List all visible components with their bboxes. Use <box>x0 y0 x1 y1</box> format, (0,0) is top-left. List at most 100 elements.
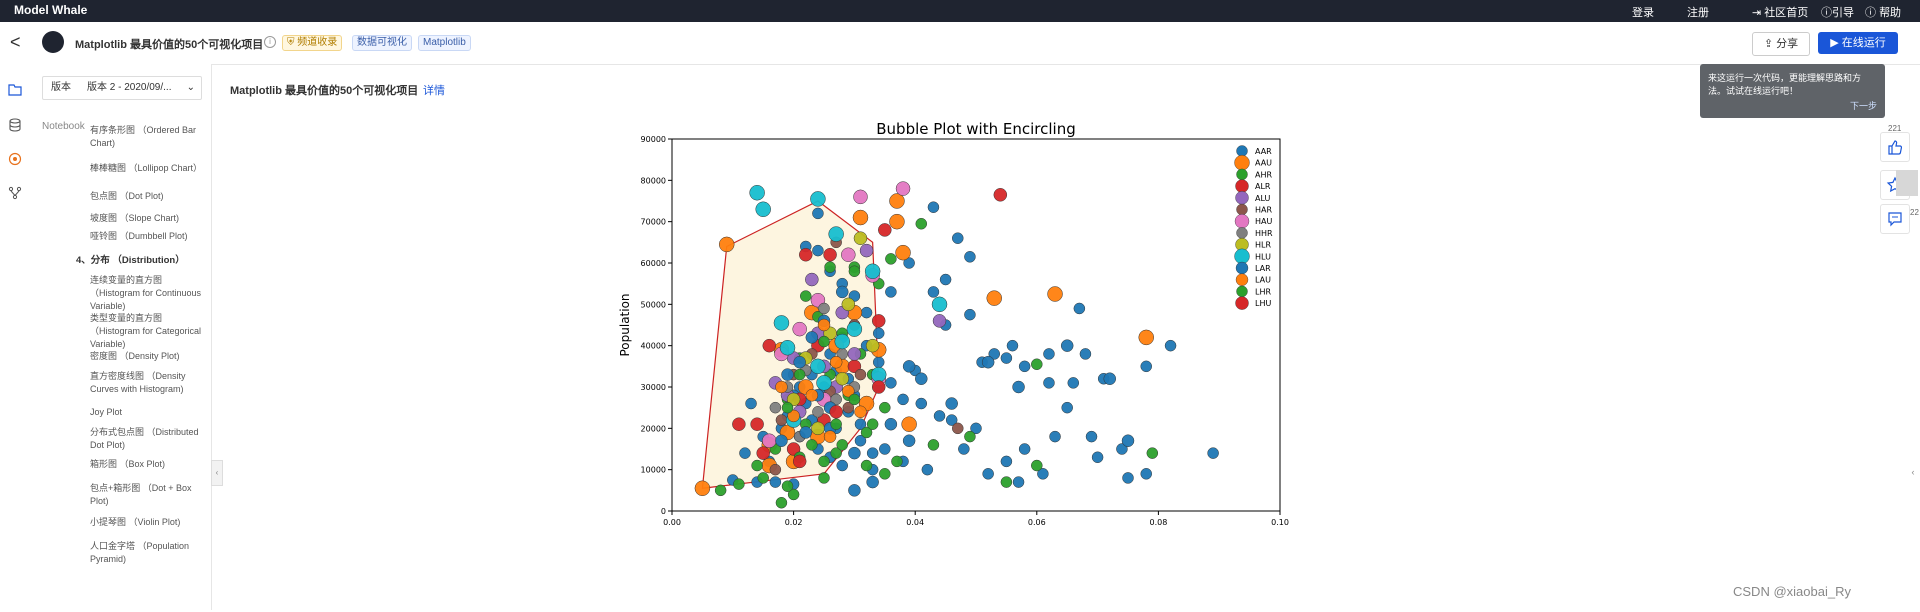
bubble-lau <box>817 318 831 332</box>
bubble-ahr <box>830 447 842 459</box>
toc-item[interactable]: 密度图 （Density Plot) <box>90 351 180 361</box>
target-icon[interactable] <box>8 152 22 166</box>
bubble-har <box>769 463 782 476</box>
avatar[interactable] <box>42 31 64 53</box>
bubble-aar <box>872 327 885 340</box>
bubble-lhu <box>799 247 813 262</box>
bubble-lar <box>848 484 861 497</box>
bubble-alr <box>871 314 886 328</box>
bubble-aar <box>1140 468 1152 480</box>
notebook-sidebar: 版本 版本 2 - 2020/09/... ⌄ Notebook 有序条形图 （… <box>30 64 212 610</box>
tag-channel[interactable]: ⛨ 频道收录 <box>282 35 343 51</box>
run-online-button[interactable]: ▶ 在线运行 <box>1818 32 1898 54</box>
y-tick-label: 10000 <box>641 466 666 475</box>
bubble-lar <box>915 372 928 385</box>
x-tick-label: 0.08 <box>1149 518 1167 527</box>
bubble-har <box>842 401 855 414</box>
bubble-lar <box>1121 434 1135 447</box>
tooltip-next-button[interactable]: 下一步 <box>1849 101 1877 111</box>
bubble-lar <box>866 475 879 489</box>
bubble-alu <box>859 243 874 258</box>
back-arrow-icon[interactable]: < <box>10 32 21 52</box>
bubble-lhu <box>871 380 886 394</box>
toc-item[interactable]: 箱形图 （Box Plot) <box>90 459 166 469</box>
bubble-lar <box>799 426 813 439</box>
bubble-aar <box>1079 348 1092 360</box>
bubble-lhr <box>866 418 879 430</box>
brand-logo[interactable]: Model Whale <box>14 3 88 17</box>
bubble-aar <box>970 422 982 435</box>
legend-label: HAR <box>1255 206 1272 215</box>
bubble-hhr <box>769 401 782 414</box>
guide-link[interactable]: ⓘ引导 <box>1821 4 1854 20</box>
database-icon[interactable] <box>8 118 22 132</box>
toc-item[interactable]: 类型变量的直方图 （Histogram for Categorical Vari… <box>90 313 202 349</box>
chart-title: Bubble Plot with Encircling <box>876 120 1075 138</box>
toc-section[interactable]: 4、分布 （Distribution） <box>76 255 185 266</box>
login-link[interactable]: 登录 <box>1632 7 1654 19</box>
bubble-lhr <box>818 455 830 468</box>
scrollbar-thumb[interactable] <box>1896 170 1918 196</box>
toc-item[interactable]: 棒棒糖图 （Lollipop Chart） <box>90 163 203 173</box>
tag-matplotlib[interactable]: Matplotlib <box>418 35 471 51</box>
toc-item[interactable]: 包点图 （Dot Plot) <box>90 191 164 201</box>
help-link[interactable]: ⓘ 帮助 <box>1865 4 1901 20</box>
toc-item[interactable]: 坡度图 （Slope Chart) <box>90 213 180 223</box>
folder-icon[interactable] <box>8 82 22 96</box>
bubble-lar <box>805 331 819 344</box>
bubble-alr <box>878 223 892 237</box>
bubble-aar <box>897 393 909 406</box>
toc-item[interactable]: 连续变量的直方图 （Histogram for Continuous Varia… <box>90 275 202 311</box>
toc-item[interactable]: 小提琴图 （Violin Plot) <box>90 517 181 527</box>
bubble-aar <box>945 414 958 426</box>
comment-button[interactable] <box>1880 204 1910 234</box>
bubble-lhu <box>750 417 764 431</box>
legend-marker <box>1234 213 1250 229</box>
bubble-hlr <box>853 231 868 245</box>
register-link[interactable]: 注册 <box>1687 7 1709 19</box>
sidebar-collapse-handle[interactable]: ‹ <box>211 460 223 486</box>
version-value: 版本 2 - 2020/09/... <box>87 82 172 93</box>
y-axis-label: Population <box>618 293 632 356</box>
tag-dataviz[interactable]: 数据可视化 <box>352 35 412 51</box>
bubble-lar <box>902 434 916 447</box>
y-tick-label: 60000 <box>641 259 666 268</box>
toc-item[interactable]: 直方密度线图 （Density Curves with Histogram) <box>90 371 186 394</box>
toc-item[interactable]: 有序条形图 （Ordered Bar Chart) <box>90 125 197 148</box>
toc-item[interactable]: 包点+箱形图 （Dot + Box Plot) <box>90 483 192 506</box>
legend-label: HLR <box>1255 241 1271 250</box>
bubble-hlu <box>828 226 844 242</box>
toc-item[interactable]: 人口金字塔 （Population Pyramid) <box>90 541 190 564</box>
community-link[interactable]: ⇥ 社区首页 <box>1752 4 1808 20</box>
toc-item[interactable]: 哑铃图 （Dumbbell Plot) <box>90 231 188 241</box>
share-button[interactable]: ⇪ 分享 <box>1752 32 1810 56</box>
y-tick-label: 90000 <box>641 135 666 144</box>
branch-icon[interactable] <box>8 186 22 200</box>
toc-item[interactable]: 分布式包点图 （Distributed Dot Plot) <box>90 427 199 450</box>
like-button[interactable] <box>1880 132 1910 162</box>
legend-marker <box>1236 227 1248 239</box>
bubble-aar <box>1043 348 1055 360</box>
version-select[interactable]: 版本 版本 2 - 2020/09/... ⌄ <box>42 76 202 100</box>
notebook-title: Matplotlib 最具价值的50个可视化项目 <box>230 85 419 97</box>
legend-marker <box>1236 203 1248 216</box>
bubble-aar <box>1018 360 1031 373</box>
legend-marker <box>1234 248 1250 265</box>
right-collapse-handle[interactable]: ‹ <box>1911 467 1915 477</box>
x-tick-label: 0.06 <box>1028 518 1046 527</box>
detail-link[interactable]: 详情 <box>423 85 445 97</box>
y-tick-label: 80000 <box>641 176 666 185</box>
shield-icon: ⛨ <box>287 37 295 48</box>
bubble-ahr <box>915 217 928 230</box>
bubble-ahr <box>775 496 788 509</box>
notebook-section-label: Notebook <box>42 121 85 132</box>
y-tick-label: 20000 <box>641 424 666 433</box>
bubble-aar <box>933 410 946 422</box>
legend-label: AAR <box>1255 147 1272 156</box>
top-bar: Model Whale 登录 注册 ⇥ 社区首页 ⓘ引导 ⓘ 帮助 <box>0 0 1920 22</box>
bubble-ahr <box>1146 447 1159 459</box>
info-icon[interactable]: i <box>264 36 276 48</box>
bubble-har <box>952 422 964 435</box>
toc-item[interactable]: Joy Plot <box>90 407 123 417</box>
legend-marker <box>1234 155 1250 171</box>
